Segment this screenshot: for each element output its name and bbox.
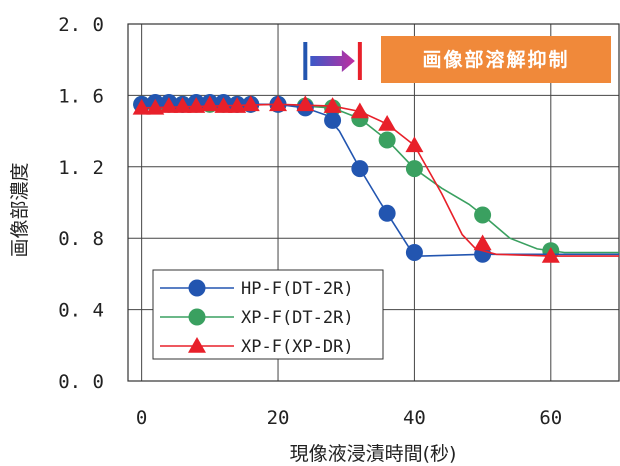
x-tick-label: 40 [403,407,426,429]
data-point-marker [378,114,397,131]
series-xp-f-xp-dr- [132,95,619,263]
y-tick-label: 2. 0 [58,14,104,36]
data-point-marker [214,97,233,113]
data-point-marker [350,102,369,119]
legend-label: XP-F(XP-DR) [241,337,354,357]
data-point-marker [159,97,178,113]
series-line [141,103,619,257]
annotation-banner [381,36,611,83]
arrow-icon [310,50,355,72]
legend-label: XP-F(DT-2R) [241,308,354,328]
x-tick-label: 0 [136,407,147,429]
data-point-marker [474,206,492,224]
data-point-marker [378,204,396,222]
data-point-marker [188,337,206,353]
y-tick-label: 0. 0 [58,371,104,393]
data-point-marker [188,308,206,326]
data-point-marker [146,98,165,115]
y-tick-label: 0. 4 [58,300,104,322]
data-point-marker [351,160,369,178]
data-point-marker [296,95,315,112]
legend: HP-F(DT-2R) XP-F(DT-2R) XP-F(XP-DR) [152,269,384,360]
series [132,94,619,263]
data-point-marker [405,136,424,153]
data-point-marker [241,95,260,112]
data-point-marker [378,131,396,149]
y-axis-label: 画像部濃度 [9,162,31,257]
data-point-marker [173,97,192,113]
y-tick-label: 1. 2 [58,157,104,179]
data-point-marker [473,234,492,251]
data-point-marker [405,160,423,178]
x-tick-label: 20 [267,407,290,429]
data-point-marker [324,111,342,129]
data-point-marker [323,97,342,113]
data-point-marker [187,97,206,113]
data-point-marker [188,279,206,297]
data-point-marker [405,243,423,261]
annotation-text: 画像部溶解抑制 [422,48,569,71]
series-xp-f-dt-2r- [133,95,619,260]
data-point-marker [269,95,288,112]
data-point-marker [200,95,219,112]
y-tick-label: 1. 6 [58,85,104,107]
data-point-marker [541,247,560,263]
data-point-marker [132,98,151,115]
legend-label: HP-F(DT-2R) [241,279,354,299]
x-axis-label: 現像液浸漬時間(秒) [290,443,457,465]
annotation: 画像部溶解抑制 [303,36,611,83]
series-line [141,103,619,254]
data-point-marker [228,97,247,113]
axis-ticks: 0. 0 0. 4 0. 8 1. 2 1. 6 2. 0 0 20 40 60 [58,14,562,429]
y-tick-label: 0. 8 [58,228,104,250]
x-tick-label: 60 [539,407,562,429]
plot-frame [127,23,620,382]
